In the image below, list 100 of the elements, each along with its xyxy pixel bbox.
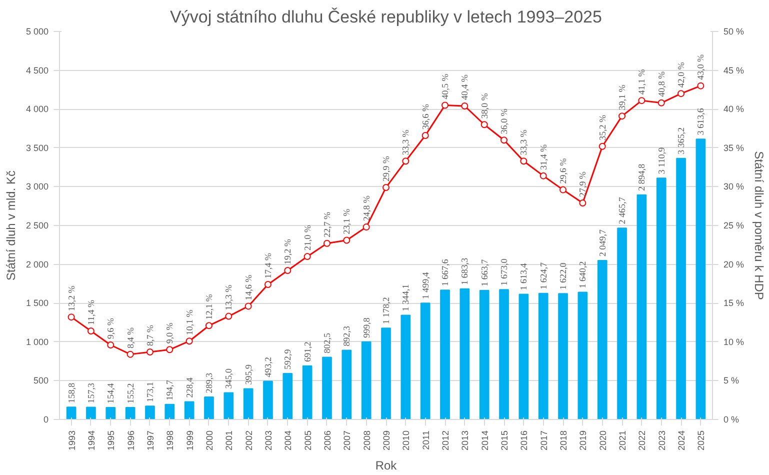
point <box>343 236 350 244</box>
chart-title: Vývoj státního dluhu České republiky v letech 1993–2025 <box>170 8 602 26</box>
data-label: 31,4 % <box>538 144 548 170</box>
data-label: 1 622,0 <box>558 262 568 290</box>
point <box>362 224 370 231</box>
point <box>598 142 606 150</box>
y2-tick-label: 45 % <box>724 65 744 76</box>
bar <box>656 178 666 420</box>
point <box>264 280 272 288</box>
point <box>68 314 75 321</box>
bar <box>282 372 293 420</box>
bar <box>263 380 273 420</box>
y2-tick-label: 40 % <box>724 104 744 114</box>
point <box>146 348 154 356</box>
data-label: 1 624,7 <box>538 262 548 290</box>
data-label: 35,2 % <box>597 114 608 140</box>
bar <box>420 302 430 420</box>
point <box>205 322 212 330</box>
point <box>658 99 665 106</box>
x-tick-label: 2002 <box>244 430 254 451</box>
bar <box>243 388 254 420</box>
y-tick-label: 5 000 <box>26 26 49 36</box>
x-tick-label: 1997 <box>145 430 156 451</box>
bar <box>578 292 588 420</box>
y2-tick-label: 20 % <box>724 259 744 270</box>
data-label: 2 049,7 <box>597 228 608 256</box>
y-tick-label: 3 500 <box>26 142 49 153</box>
x-tick-label: 2016 <box>519 430 530 451</box>
y-tick-label: 500 <box>33 376 49 386</box>
x-tick-label: 2012 <box>440 430 451 451</box>
bar <box>125 406 136 420</box>
bar <box>66 406 76 420</box>
data-label: 1 499,4 <box>420 272 430 300</box>
data-label: 40,4 % <box>460 74 470 100</box>
bar <box>538 292 548 420</box>
y-tick-label: 4 500 <box>26 65 49 76</box>
x-tick-label: 2007 <box>342 430 352 451</box>
x-tick-label: 1998 <box>165 430 176 451</box>
data-label: 2 465,7 <box>617 196 628 224</box>
point <box>638 97 646 104</box>
data-label: 691,2 <box>302 342 312 362</box>
point <box>500 136 508 144</box>
point <box>87 328 94 335</box>
y-tick-label: 1 000 <box>26 336 49 347</box>
bar <box>617 228 627 420</box>
bar <box>86 406 96 420</box>
bar <box>224 392 234 420</box>
data-label: 1 178,2 <box>381 297 391 324</box>
x-axis-title: Rok <box>375 458 398 473</box>
point <box>323 240 330 247</box>
data-label: 3 110,9 <box>656 146 666 174</box>
bar <box>342 350 352 420</box>
x-tick-label: 2014 <box>480 430 490 451</box>
y2-tick-label: 0 % <box>724 414 740 424</box>
data-label: 41,1 % <box>636 68 647 95</box>
x-tick-label: 1993 <box>66 430 77 451</box>
x-tick-label: 2010 <box>401 430 412 451</box>
data-label: 1 344,1 <box>400 284 411 312</box>
data-label: 17,4 % <box>262 252 273 278</box>
bar <box>400 314 411 420</box>
data-label: 8,4 % <box>125 326 136 348</box>
y-tick-label: 1 500 <box>26 298 49 308</box>
bar <box>106 407 116 420</box>
bar <box>440 290 450 420</box>
y-tick-label: 3 000 <box>26 182 49 192</box>
data-label: 802,5 <box>322 332 332 354</box>
data-label: 33,3 % <box>518 129 529 156</box>
data-label: 12,1 % <box>204 294 214 320</box>
data-label: 9,0 % <box>164 322 175 344</box>
data-label: 2 894,8 <box>636 163 647 191</box>
bar <box>204 396 214 420</box>
point <box>579 200 586 206</box>
bar <box>164 404 175 420</box>
bar <box>518 294 529 420</box>
point <box>442 102 449 109</box>
x-tick-label: 2013 <box>460 430 470 451</box>
data-label: 892,3 <box>342 326 352 346</box>
y-tick-label: 0 <box>43 414 49 424</box>
data-label: 29,9 % <box>381 155 391 182</box>
data-label: 38,0 % <box>479 92 490 119</box>
data-label: 19,2 % <box>282 238 293 265</box>
x-tick-label: 2022 <box>637 430 648 451</box>
bar <box>361 341 372 420</box>
data-label: 8,7 % <box>144 324 155 346</box>
x-tick-label: 2001 <box>224 430 234 451</box>
bar <box>302 365 312 420</box>
x-tick-label: 1994 <box>86 430 96 451</box>
y2-tick-label: 35 % <box>724 142 744 153</box>
bar <box>696 138 706 420</box>
data-label: 14,6 % <box>243 274 254 300</box>
data-label: 27,9 % <box>578 170 588 197</box>
y-tick-label: 4 000 <box>26 104 49 114</box>
data-label: 43,0 % <box>696 54 706 80</box>
point <box>382 184 390 191</box>
x-tick-label: 2008 <box>362 430 372 451</box>
bar <box>460 288 470 420</box>
bar <box>597 260 608 420</box>
data-label: 194,7 <box>164 380 175 400</box>
data-label: 33,3 % <box>400 129 411 156</box>
data-label: 158,8 <box>66 382 76 404</box>
